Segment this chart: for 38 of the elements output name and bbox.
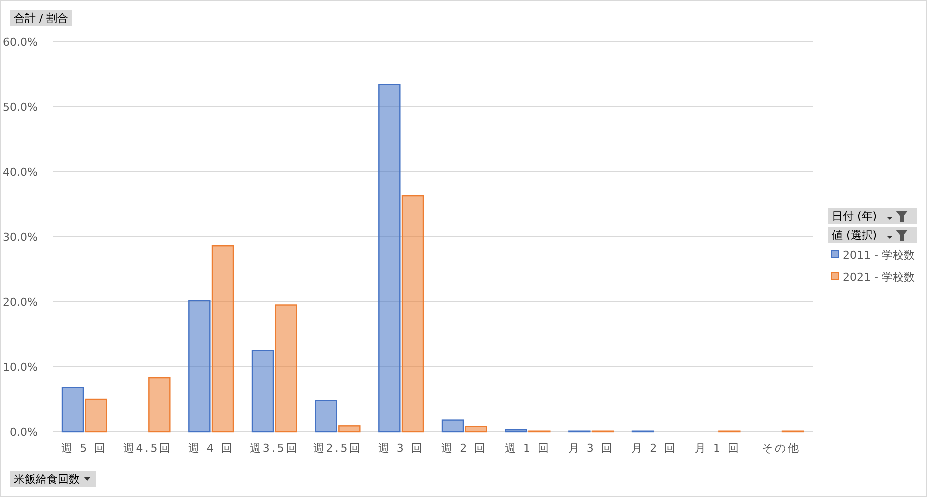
x-tick-label: 週3.5回	[250, 442, 300, 455]
x-tick-label: 週 3 回	[378, 442, 424, 455]
bar	[315, 400, 338, 433]
x-tick-label: 月 2 回	[632, 442, 678, 455]
x-tick-label: 週 5 回	[62, 442, 108, 455]
bar	[275, 304, 298, 433]
y-tick-label: 50.0%	[3, 101, 38, 114]
y-tick-label: 40.0%	[3, 166, 38, 179]
x-tick-label: 月 1 回	[695, 442, 741, 455]
y-tick-label: 10.0%	[3, 361, 38, 374]
bar	[85, 398, 108, 433]
x-tick-label: 週2.5回	[313, 442, 363, 455]
bar	[148, 377, 171, 433]
bar	[212, 246, 234, 433]
y-tick-label: 60.0%	[3, 36, 38, 49]
y-tick-label: 0.0%	[10, 426, 38, 439]
x-axis-title: 米飯給食回数	[14, 473, 80, 486]
x-tick-label: その他	[762, 442, 801, 455]
bar	[188, 300, 211, 433]
bar	[402, 195, 424, 433]
bar	[338, 426, 361, 433]
x-tick-label: 週4.5回	[123, 442, 173, 455]
bar	[62, 387, 84, 433]
legend-label: 2021 - 学校数	[843, 271, 915, 284]
bar	[378, 84, 401, 433]
bar	[465, 426, 488, 433]
y-axis-title: 合計 / 割合	[14, 12, 69, 25]
legend-title: 日付 (年)	[832, 210, 878, 223]
y-tick-label: 30.0%	[3, 231, 38, 244]
x-tick-label: 週 2 回	[442, 442, 488, 455]
x-tick-label: 月 3 回	[568, 442, 614, 455]
bar	[442, 420, 464, 433]
y-tick-label: 20.0%	[3, 296, 38, 309]
bar	[252, 350, 274, 433]
x-tick-label: 週 4 回	[188, 442, 234, 455]
text: 値 (選択)	[832, 229, 878, 242]
x-tick-label: 週 1 回	[505, 442, 551, 455]
legend-label: 2011 - 学校数	[843, 249, 915, 262]
